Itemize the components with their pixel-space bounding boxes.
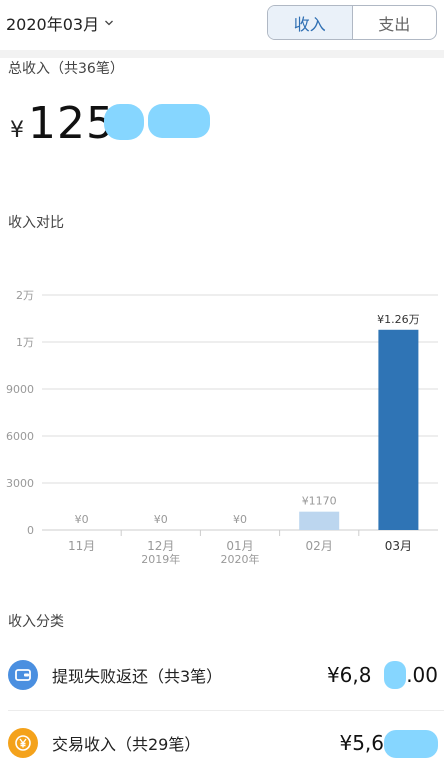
bar-03月 bbox=[378, 329, 419, 530]
tab-income[interactable]: 收入 bbox=[268, 6, 353, 39]
category-row-trade-income[interactable]: 交易收入（共29笔） ¥5,6 bbox=[0, 713, 444, 773]
x-tick-label: 11月 bbox=[68, 539, 95, 553]
y-tick-label: 1万 bbox=[16, 336, 34, 349]
wallet-icon bbox=[8, 660, 38, 690]
income-comparison-chart: 0 3000 6000 9000 1万 2万 ¥0 11月 ¥0 12月 2019年 ¥0 01月 202… bbox=[0, 280, 444, 580]
comparison-title: 收入对比 bbox=[8, 215, 64, 231]
category-row-withdraw-refund[interactable]: 提现失败返还（共3笔） ¥6,8 4.00 bbox=[0, 645, 444, 705]
category-amount: ¥6,8 4.00 bbox=[326, 663, 438, 687]
category-title: 收入分类 bbox=[8, 614, 64, 630]
row-divider bbox=[8, 710, 444, 711]
header: 2020年03月 收入 支出 bbox=[0, 0, 444, 50]
x-tick-label: 03月 bbox=[385, 539, 412, 553]
amount-value: 125 bbox=[28, 98, 115, 149]
x-tick-sublabel: 2020年 bbox=[221, 552, 260, 566]
data-label: ¥0 bbox=[75, 513, 89, 526]
redaction-mark bbox=[384, 730, 438, 758]
redaction-mark bbox=[384, 661, 406, 689]
currency-symbol: ¥ bbox=[10, 118, 24, 143]
total-income-label: 总收入（共36笔） bbox=[8, 61, 124, 77]
category-name: 提现失败返还（共3笔） bbox=[52, 667, 223, 686]
redaction-mark bbox=[148, 104, 210, 138]
yen-coin-icon bbox=[8, 728, 38, 758]
category-name: 交易收入（共29笔） bbox=[52, 735, 201, 754]
y-tick-label: 0 bbox=[27, 524, 34, 537]
data-label: ¥0 bbox=[154, 513, 168, 526]
data-label: ¥1170 bbox=[302, 495, 337, 508]
income-expense-toggle: 收入 支出 bbox=[267, 5, 437, 40]
x-tick-sublabel: 2019年 bbox=[141, 552, 180, 566]
y-tick-label: 9000 bbox=[6, 383, 34, 396]
y-tick-label: 6000 bbox=[6, 430, 34, 443]
bar-02月 bbox=[299, 511, 340, 530]
x-tick-label: 02月 bbox=[306, 539, 333, 553]
month-label: 2020年03月 bbox=[6, 15, 100, 34]
category-amount: ¥5,6 bbox=[339, 731, 384, 755]
tab-expense[interactable]: 支出 bbox=[378, 14, 411, 34]
data-label: ¥0 bbox=[233, 513, 247, 526]
x-tick-label: 12月 bbox=[147, 539, 174, 553]
x-tick-label: 01月 bbox=[226, 539, 253, 553]
y-tick-label: 2万 bbox=[16, 289, 34, 302]
header-divider bbox=[0, 50, 444, 58]
chevron-down-icon bbox=[105, 20, 114, 26]
month-picker[interactable]: 2020年03月 bbox=[6, 10, 114, 36]
total-income-amount: ¥ 125 bbox=[10, 98, 115, 150]
data-label: ¥1.26万 bbox=[377, 313, 420, 326]
y-tick-label: 3000 bbox=[6, 477, 34, 490]
redaction-mark bbox=[104, 104, 144, 140]
